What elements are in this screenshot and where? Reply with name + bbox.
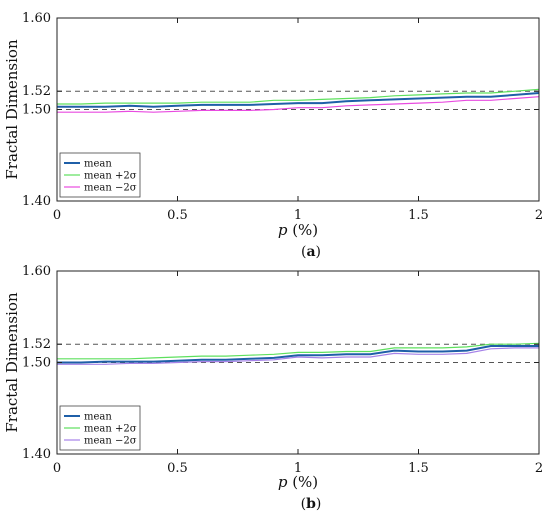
x-tick-label: 1.5 (408, 461, 429, 476)
x-tick-label: 0 (53, 208, 61, 223)
y-tick-label: 1.52 (22, 84, 51, 99)
legend-entry: mean (84, 159, 112, 170)
x-tick-label: 0 (53, 461, 61, 476)
series-line-mean-minus-2sigma (57, 96, 540, 113)
x-tick-label: 1 (294, 208, 302, 223)
chart-panel-2: 0 0.5 1 1.5 21.401.501.521.60p (%)Fractal Di… (3, 264, 543, 512)
y-tick-label: 1.50 (22, 356, 51, 371)
x-axis-label: p (%) (278, 221, 318, 239)
series-line-mean-minus-2sigma (57, 347, 539, 365)
x-tick-label: 0.5 (167, 461, 188, 476)
x-tick-label: 2 (535, 461, 543, 476)
x-tick-label: 0.5 (167, 208, 188, 223)
x-tick-label: 1 (294, 461, 302, 476)
legend-entry: mean +2σ (84, 171, 137, 182)
chart-panel-1: 0 0.5 1 1.5 21.401.501.521.60p (%)Fractal Di… (3, 11, 543, 260)
y-axis-label: Fractal Dimension (3, 39, 21, 180)
legend-entry: mean −2σ (84, 436, 137, 447)
legend-entry: mean (84, 412, 112, 423)
y-tick-label: 1.60 (22, 11, 51, 26)
y-tick-label: 1.52 (22, 337, 51, 352)
y-axis-label: Fractal Dimension (3, 292, 21, 433)
y-tick-label: 1.60 (22, 264, 51, 279)
panel-caption: (a) (301, 244, 321, 260)
x-tick-label: 2 (535, 208, 543, 223)
y-tick-label: 1.50 (22, 103, 51, 118)
legend-entry: mean −2σ (84, 183, 137, 194)
panel-caption: (b) (301, 496, 322, 512)
series-line-mean (57, 92, 540, 108)
x-axis-label: p (%) (278, 473, 318, 491)
x-tick-label: 1.5 (408, 208, 429, 223)
series-line-mean-plus-2sigma (57, 342, 540, 360)
legend-entry: mean +2σ (84, 424, 137, 435)
series-line-mean (57, 345, 539, 364)
y-tick-label: 1.40 (22, 447, 51, 462)
series-line-mean-plus-2sigma (57, 88, 540, 105)
y-tick-label: 1.40 (22, 194, 51, 209)
